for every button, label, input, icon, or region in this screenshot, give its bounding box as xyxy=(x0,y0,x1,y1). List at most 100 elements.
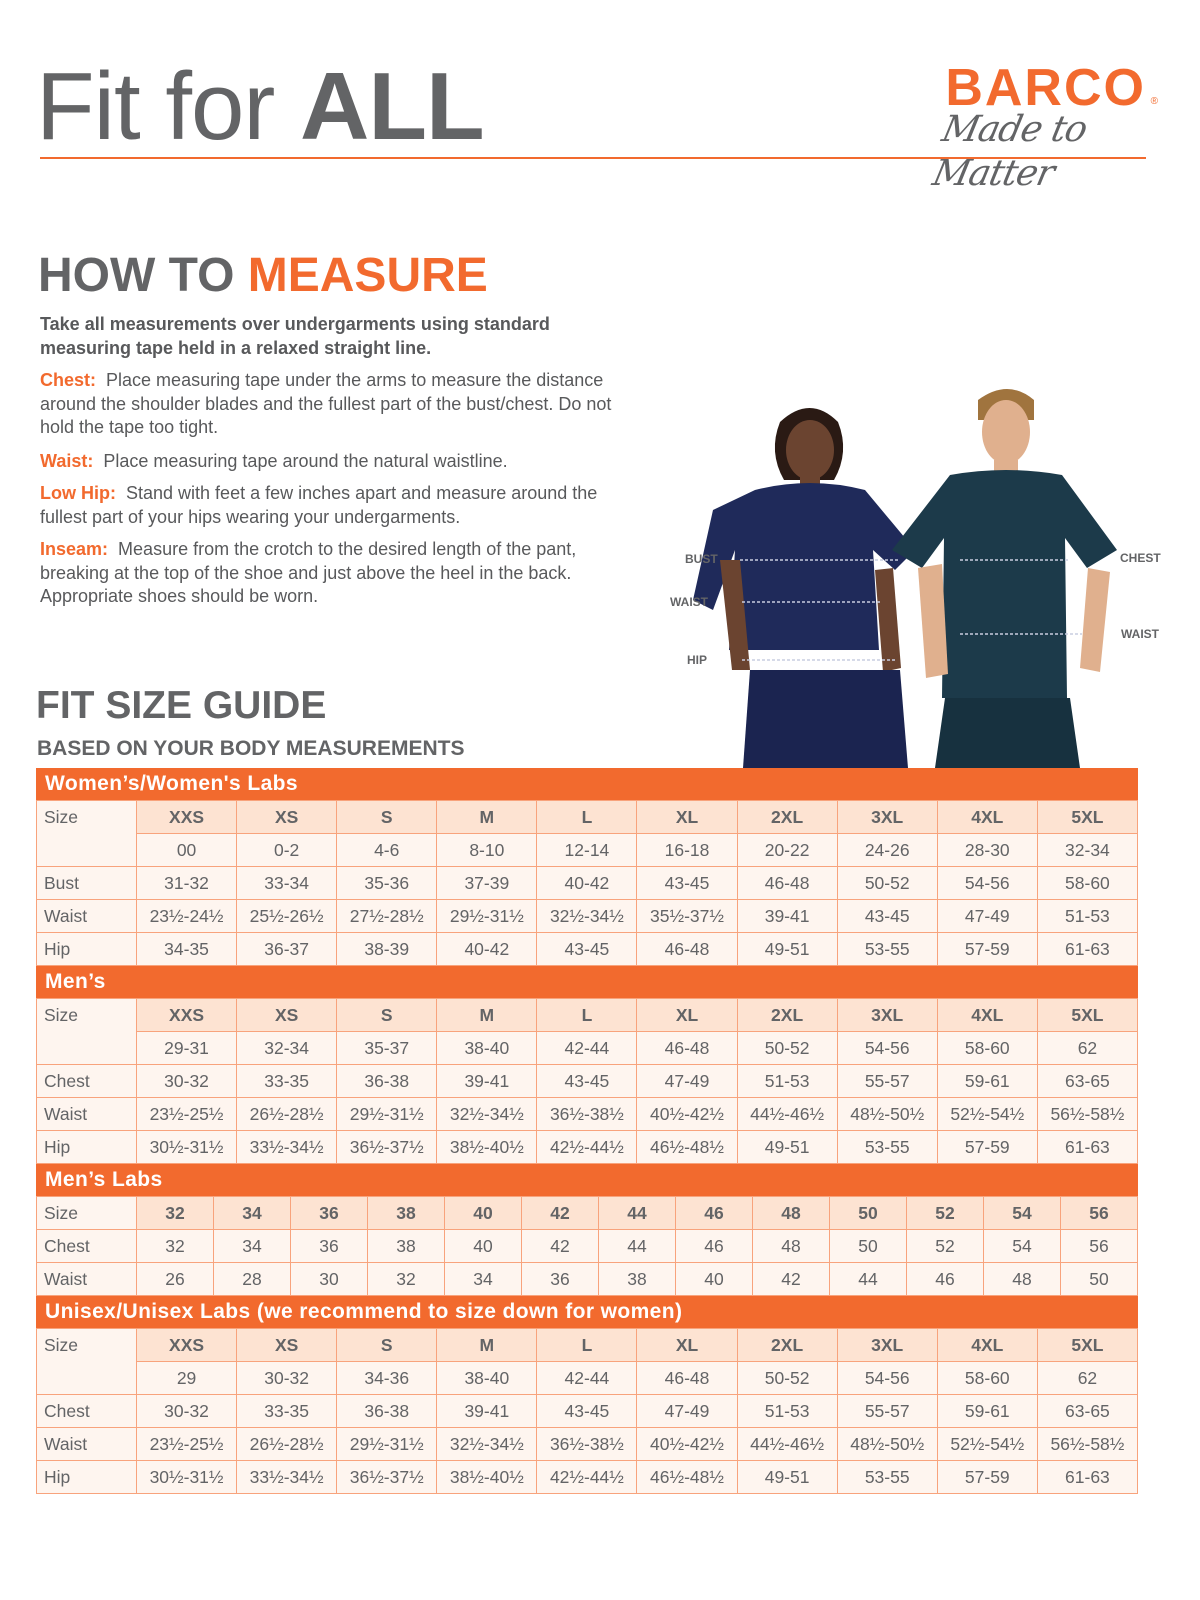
value-cell: 43-45 xyxy=(836,899,938,933)
table-row: Hip 30½-31½ 33½-34½ 36½-37½ 38½-40½ 42½-44½ 46… xyxy=(36,1460,1139,1494)
size-table: Size XXS XS S M L XL 2XL 3XL 4XL 5XL 29 30-32 34-36 38… xyxy=(36,1328,1139,1494)
value-cell: 23½-24½ xyxy=(135,899,238,933)
value-cell: 36½-38½ xyxy=(536,1097,638,1131)
value-cell: 61-63 xyxy=(1036,932,1139,966)
size-cell: 3XL xyxy=(836,800,938,834)
value-cell: 51-53 xyxy=(1036,899,1139,933)
value-cell: 23½-25½ xyxy=(135,1427,238,1461)
size-cell: L xyxy=(536,800,638,834)
value-cell: 34 xyxy=(213,1229,291,1263)
page-title: Fit for ALL xyxy=(36,52,485,162)
value-cell: 42 xyxy=(521,1229,599,1263)
size-cell: XS xyxy=(236,998,338,1032)
size-table: Size XXS XS S M L XL 2XL 3XL 4XL 5XL 29-31 32-34 35-3… xyxy=(36,998,1139,1164)
value-cell: 50 xyxy=(1060,1262,1138,1296)
section-header: Men’s Labs xyxy=(36,1164,1138,1196)
value-cell: 63-65 xyxy=(1036,1064,1139,1098)
table-row: Waist 23½-24½ 25½-26½ 27½-28½ 29½-31½ 32½-34½… xyxy=(36,899,1139,933)
models-illustration xyxy=(693,389,1117,768)
size-cell: 3XL xyxy=(836,998,938,1032)
value-cell: 39-41 xyxy=(436,1394,538,1428)
value-cell: 46½-48½ xyxy=(636,1130,738,1164)
numeric-size-cell: 42-44 xyxy=(536,1031,638,1065)
size-cell: XL xyxy=(636,998,738,1032)
value-cell: 57-59 xyxy=(936,1130,1038,1164)
value-cell: 56½-58½ xyxy=(1036,1427,1139,1461)
numeric-size-cell: 46-48 xyxy=(636,1031,738,1065)
numeric-size-row: 29-31 32-34 35-37 38-40 42-44 46-48 50-52 54-56… xyxy=(37,1031,1139,1065)
models-photo: BUST WAIST HIP CHEST WAIST xyxy=(660,380,1200,768)
numeric-size-cell: 29 xyxy=(135,1361,238,1395)
value-cell: 34 xyxy=(444,1262,522,1296)
numeric-size-cell: 54-56 xyxy=(836,1031,938,1065)
value-cell: 32½-34½ xyxy=(436,1427,538,1461)
size-cell: XXS xyxy=(135,998,238,1032)
value-cell: 61-63 xyxy=(1036,1130,1139,1164)
hip-label: HIP xyxy=(687,653,708,667)
size-cell: XXS xyxy=(135,800,238,834)
value-cell: 43-45 xyxy=(636,866,738,900)
numeric-size-cell: 32-34 xyxy=(236,1031,338,1065)
size-cell: 50 xyxy=(829,1196,907,1230)
chest-text: Place measuring tape under the arms to m… xyxy=(40,370,612,437)
size-cell: S xyxy=(336,800,438,834)
size-cell: 4XL xyxy=(936,800,1038,834)
value-cell: 49-51 xyxy=(736,932,838,966)
numeric-size-cell: 42-44 xyxy=(536,1361,638,1395)
value-cell: 32 xyxy=(136,1229,214,1263)
value-cell: 52½-54½ xyxy=(936,1097,1038,1131)
section-header: Men’s xyxy=(36,966,1138,998)
value-cell: 33½-34½ xyxy=(236,1460,338,1494)
section-header: Unisex/Unisex Labs (we recommend to size… xyxy=(36,1296,1138,1328)
value-cell: 52½-54½ xyxy=(936,1427,1038,1461)
title-fit-for: Fit for xyxy=(36,53,301,160)
size-table: Size XXS XS S M L XL 2XL 3XL 4XL 5XL 00 0-2 4-6 8-10 12… xyxy=(36,800,1139,966)
size-cell: 48 xyxy=(752,1196,830,1230)
size-cell: 52 xyxy=(906,1196,984,1230)
size-cell: 2XL xyxy=(736,998,838,1032)
value-cell: 59-61 xyxy=(936,1394,1038,1428)
htm-title-part2: MEASURE xyxy=(247,249,488,302)
size-cell: XL xyxy=(636,800,738,834)
chest-instruction: Chest: Place measuring tape under the ar… xyxy=(40,369,620,440)
numeric-size-cell: 4-6 xyxy=(336,833,438,867)
size-row: Size XXS XS S M L XL 2XL 3XL 4XL 5XL xyxy=(36,800,1139,867)
size-cell: 5XL xyxy=(1036,1328,1139,1362)
value-cell: 48½-50½ xyxy=(836,1427,938,1461)
size-cell: S xyxy=(336,998,438,1032)
value-cell: 38 xyxy=(367,1229,445,1263)
value-cell: 30½-31½ xyxy=(135,1130,238,1164)
value-cell: 38-39 xyxy=(336,932,438,966)
numeric-size-cell: 54-56 xyxy=(836,1361,938,1395)
size-cell: XXS xyxy=(135,1328,238,1362)
numeric-size-cell: 46-48 xyxy=(636,1361,738,1395)
logo-registered-mark: ® xyxy=(1150,96,1158,107)
size-cell: 46 xyxy=(675,1196,753,1230)
numeric-size-row: 29 30-32 34-36 38-40 42-44 46-48 50-52 54-56 58-… xyxy=(37,1361,1139,1395)
barco-logo: BARCO ® Made to Matter xyxy=(929,58,1158,194)
table-row: Waist 23½-25½ 26½-28½ 29½-31½ 32½-34½ 36½-38½… xyxy=(36,1427,1139,1461)
value-cell: 55-57 xyxy=(836,1394,938,1428)
value-cell: 40½-42½ xyxy=(636,1097,738,1131)
value-cell: 44½-46½ xyxy=(736,1427,838,1461)
value-cell: 30½-31½ xyxy=(135,1460,238,1494)
value-cell: 47-49 xyxy=(636,1394,738,1428)
size-cell: 36 xyxy=(290,1196,368,1230)
numeric-size-cell: 16-18 xyxy=(636,833,738,867)
value-cell: 46-48 xyxy=(636,932,738,966)
value-cell: 47-49 xyxy=(636,1064,738,1098)
numeric-size-cell: 38-40 xyxy=(436,1031,538,1065)
htm-title-part1: HOW TO xyxy=(38,249,248,302)
numeric-size-cell: 0-2 xyxy=(236,833,338,867)
value-cell: 57-59 xyxy=(936,932,1038,966)
row-label: Hip xyxy=(36,1460,137,1494)
value-cell: 35½-37½ xyxy=(636,899,738,933)
size-row: Size XXS XS S M L XL 2XL 3XL 4XL 5XL xyxy=(36,1328,1139,1395)
table-row: Waist 26 28 30 32 34 36 38 40 42 44 46 48 50 xyxy=(36,1262,1138,1296)
numeric-size-cell: 62 xyxy=(1036,1031,1139,1065)
size-cell: 2XL xyxy=(736,1328,838,1362)
numeric-size-row: 00 0-2 4-6 8-10 12-14 16-18 20-22 24-26 28-30 32-… xyxy=(37,833,1139,867)
table-row: Chest 30-32 33-35 36-38 39-41 43-45 47-49 51-53… xyxy=(36,1064,1139,1098)
size-cell: 44 xyxy=(598,1196,676,1230)
value-cell: 47-49 xyxy=(936,899,1038,933)
